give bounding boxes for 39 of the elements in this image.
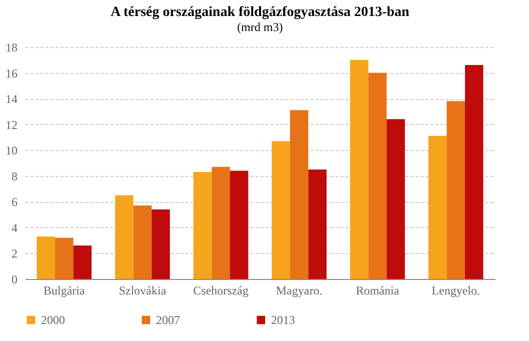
chart-subtitle: (mrd m3) (237, 20, 283, 34)
x-tick-label: Románia (356, 284, 400, 298)
y-tick-label: 8 (12, 169, 18, 184)
x-tick-label: Szlovákia (118, 284, 167, 298)
bar (73, 245, 92, 279)
bar (212, 166, 230, 279)
legend-label: 2013 (271, 313, 295, 327)
bar (464, 65, 484, 279)
bar (193, 172, 212, 279)
bar (290, 110, 308, 279)
y-tick-label: 14 (6, 92, 18, 106)
legend-label: 2000 (41, 313, 65, 327)
x-tick-label: Bulgária (44, 284, 86, 298)
y-tick-label: 12 (6, 118, 18, 132)
x-tick-label: Csehország (193, 284, 248, 298)
chart-title: A térség országainak földgázfogyasztása 2013-ban (110, 5, 410, 20)
bar (230, 170, 248, 279)
y-tick-label: 10 (6, 144, 18, 158)
bar (386, 119, 405, 279)
bar (350, 60, 368, 279)
bar (115, 195, 134, 279)
x-tick-label: Lengyelo. (432, 284, 480, 298)
y-tick-label: 2 (12, 246, 18, 261)
bar (55, 238, 74, 279)
bar (152, 209, 170, 279)
y-tick-label: 18 (6, 40, 18, 54)
y-tick-label: 6 (12, 195, 18, 210)
bar (36, 236, 56, 279)
x-tick-label: Magyaro. (276, 284, 322, 298)
bar (308, 169, 327, 279)
bar (133, 206, 152, 279)
bar (272, 141, 290, 279)
y-tick-label: 4 (12, 220, 18, 235)
y-tick-label: 16 (6, 66, 18, 80)
y-tick-label: 0 (12, 272, 18, 286)
bar (368, 72, 387, 279)
bar (428, 136, 447, 279)
legend-label: 2007 (156, 313, 180, 327)
bar (446, 101, 465, 279)
